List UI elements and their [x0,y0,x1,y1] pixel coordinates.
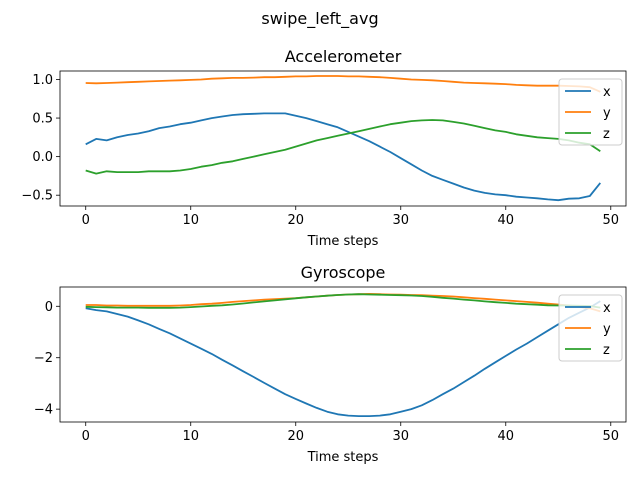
chart-0-xlabel: Time steps [307,234,379,249]
chart-0-legend-y-label: y [603,106,611,121]
chart-1-xlabel: Time steps [307,450,379,465]
chart-0: Accelerometer 0 10 20 30 40 50 −0.5 0.0 0.5 1.0 Tim… [21,47,627,249]
chart-0-series-y-line [85,75,601,93]
chart-0-xtick-label: 30 [392,213,409,228]
chart-1-legend-z-label: z [603,343,610,358]
chart-0-ytick-label: −0.5 [21,189,53,204]
chart-0-legend-z-label: z [603,127,610,142]
chart-0-ytick-label: 0.5 [32,112,53,127]
chart-1: Gyroscope 0 10 20 30 40 50 −4 −2 0 Time steps xyz [34,263,627,465]
chart-1-ytick-label: −2 [34,351,53,366]
chart-0-series-z-line [85,119,601,175]
chart-1-series-y-line [85,292,601,313]
chart-0-xtick-label: 10 [182,213,199,228]
chart-1-ytick-label: −4 [34,403,53,418]
chart-1-xtick-label: 30 [392,429,409,444]
chart-1-xtick-label: 0 [82,429,90,444]
chart-0-title: Accelerometer [285,47,402,66]
chart-1-xtick-label: 50 [603,429,620,444]
chart-0-xtick-label: 20 [287,213,304,228]
figure-suptitle: swipe_left_avg [261,9,378,29]
chart-1-legend-y-label: y [603,322,611,337]
chart-1-axes-frame [59,286,627,423]
chart-1-legend: xyz [558,294,623,362]
chart-0-legend: xyz [558,78,623,146]
chart-1-xtick-label: 40 [497,429,514,444]
chart-0-series-x-line [85,112,602,202]
chart-0-legend-x-label: x [603,85,611,100]
chart-1-series-z-line [85,293,601,309]
chart-0-ytick-label: 0.0 [32,150,53,165]
chart-1-series-x-line [85,300,601,418]
chart-0-axes-frame [59,70,627,207]
chart-0-xtick-label: 40 [497,213,514,228]
chart-1-ytick-label: 0 [45,300,53,315]
chart-0-ytick-label: 1.0 [32,73,53,88]
subplots: Accelerometer 0 10 20 30 40 50 −0.5 0.0 0.5 1.0 Tim… [21,47,627,465]
chart-1-title: Gyroscope [301,263,386,282]
chart-1-xtick-label: 10 [182,429,199,444]
chart-0-xtick-label: 50 [603,213,620,228]
chart-1-xtick-label: 20 [287,429,304,444]
chart-1-legend-x-label: x [603,301,611,316]
chart-0-xtick-label: 0 [82,213,90,228]
